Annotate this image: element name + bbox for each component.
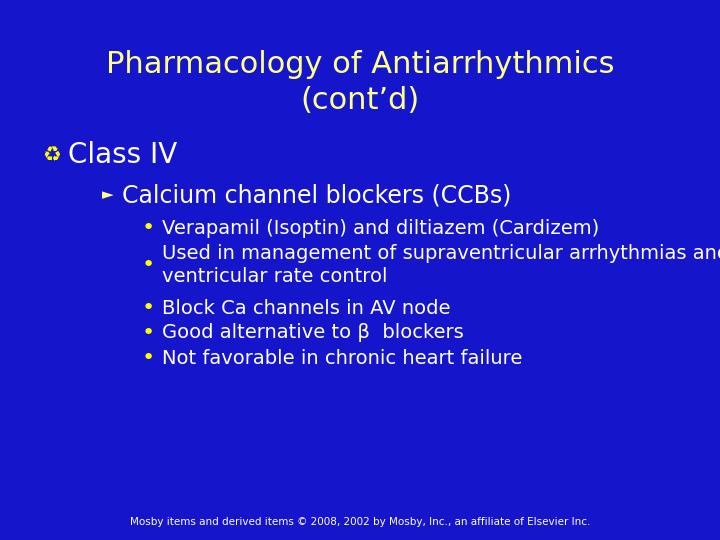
Text: Block Ca channels in AV node: Block Ca channels in AV node: [162, 299, 451, 318]
Text: Not favorable in chronic heart failure: Not favorable in chronic heart failure: [162, 348, 523, 368]
Text: ►: ►: [102, 187, 114, 202]
Text: •: •: [141, 218, 155, 238]
Text: •: •: [141, 255, 155, 275]
Text: Calcium channel blockers (CCBs): Calcium channel blockers (CCBs): [122, 183, 511, 207]
Text: Used in management of supraventricular arrhythmias and
ventricular rate control: Used in management of supraventricular a…: [162, 244, 720, 286]
Text: Pharmacology of Antiarrhythmics
(cont’d): Pharmacology of Antiarrhythmics (cont’d): [106, 50, 614, 115]
Text: Mosby items and derived items © 2008, 2002 by Mosby, Inc., an affiliate of Elsev: Mosby items and derived items © 2008, 20…: [130, 517, 590, 527]
Text: •: •: [141, 323, 155, 343]
Text: Class IV: Class IV: [68, 141, 177, 169]
Text: ♻: ♻: [42, 145, 61, 165]
Text: •: •: [141, 298, 155, 318]
Text: •: •: [141, 348, 155, 368]
Text: Verapamil (Isoptin) and diltiazem (Cardizem): Verapamil (Isoptin) and diltiazem (Cardi…: [162, 219, 599, 238]
Text: Good alternative to β  blockers: Good alternative to β blockers: [162, 323, 464, 342]
